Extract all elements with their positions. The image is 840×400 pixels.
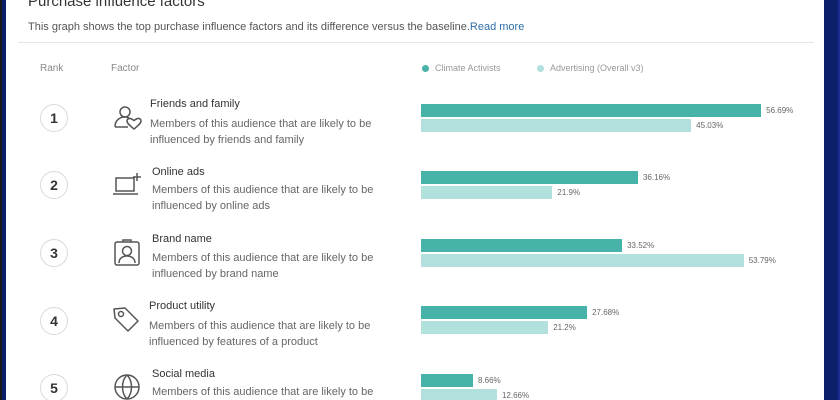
bar-value-label: 21.9%	[557, 188, 581, 197]
bar-value-label: 36.16%	[642, 173, 671, 182]
desc-line: Members of this audience that are likely…	[152, 386, 374, 398]
legend-item-series2: Advertising (Overall v3)	[537, 63, 644, 73]
scrollbar[interactable]	[826, 0, 838, 400]
read-more-link[interactable]: Read more	[469, 21, 525, 33]
rank-badge: 4	[40, 307, 68, 335]
legend-item-series1: Climate Activists	[422, 63, 501, 73]
bar-series2	[421, 389, 497, 400]
bar-value-label: 8.66%	[477, 376, 501, 385]
globe-icon	[114, 374, 140, 400]
factor-name: Friends and family	[150, 98, 240, 110]
rank-column-header: Rank	[40, 63, 64, 74]
factor-name: Brand name	[152, 233, 212, 245]
factor-description: Members of this audience that are likely…	[152, 250, 392, 282]
divider	[18, 42, 814, 43]
bar-series2	[421, 119, 692, 132]
rank-badge: 1	[40, 104, 68, 132]
bar-series2	[421, 186, 553, 199]
panel-title: Purchase influence factors	[28, 0, 205, 10]
panel-subtitle: This graph shows the top purchase influe…	[28, 21, 524, 33]
factor-description: Members of this audience that are likely…	[152, 182, 392, 214]
rank-badge: 2	[40, 171, 68, 199]
factor-name: Online ads	[152, 166, 205, 178]
bar-value-label: 53.79%	[748, 256, 776, 265]
bar-value-label: 21.2%	[553, 323, 576, 332]
legend-label-series2: Advertising (Overall v3)	[550, 63, 644, 73]
factor-description: Members of this audience that are likely…	[149, 318, 389, 350]
bar-value-label: 27.68%	[592, 308, 620, 317]
bar-series1	[421, 374, 473, 387]
desc-line: Members of this audience that are likely…	[150, 118, 372, 130]
desc-line: influenced by online ads	[152, 200, 271, 212]
friends-heart-icon	[114, 106, 142, 130]
laptop-plus-icon	[113, 173, 141, 195]
bar-series1	[421, 306, 588, 319]
legend-dot-series1	[422, 64, 429, 72]
rank-badge: 3	[40, 239, 68, 267]
bar-value-label: 12.66%	[501, 391, 530, 400]
bar-series2	[421, 254, 744, 267]
factor-column-header: Factor	[111, 63, 140, 74]
factor-name: Product utility	[149, 300, 216, 312]
desc-line: influenced by brand name	[152, 268, 279, 280]
desc-line: influenced by features of a product	[149, 336, 318, 348]
factor-name: Social media	[152, 368, 215, 380]
bar-series2	[421, 321, 549, 334]
desc-line: Members of this audience that are likely…	[152, 252, 374, 264]
legend-label-series1: Climate Activists	[435, 63, 501, 73]
desc-line: Members of this audience that are likely…	[152, 184, 374, 196]
factor-description: Members of this audience that are likely…	[150, 116, 390, 148]
bar-series1	[421, 104, 762, 117]
purchase-influence-panel: Purchase influence factors This graph sh…	[6, 0, 824, 400]
bar-value-label: 56.69%	[766, 106, 794, 115]
brand-badge-icon	[114, 239, 140, 266]
desc-line: Members of this audience that are likely…	[149, 320, 371, 332]
factor-description: Members of this audience that are likely…	[152, 384, 392, 400]
subtitle-text: This graph shows the top purchase influe…	[28, 21, 470, 33]
bar-series1	[421, 239, 623, 252]
desc-line: influenced by friends and family	[150, 134, 305, 146]
legend-dot-series2	[537, 64, 544, 72]
bar-value-label: 33.52%	[627, 241, 655, 250]
rank-badge: 5	[40, 374, 68, 400]
bar-series1	[421, 171, 638, 184]
bar-value-label: 45.03%	[696, 121, 724, 130]
tag-icon	[113, 307, 139, 332]
